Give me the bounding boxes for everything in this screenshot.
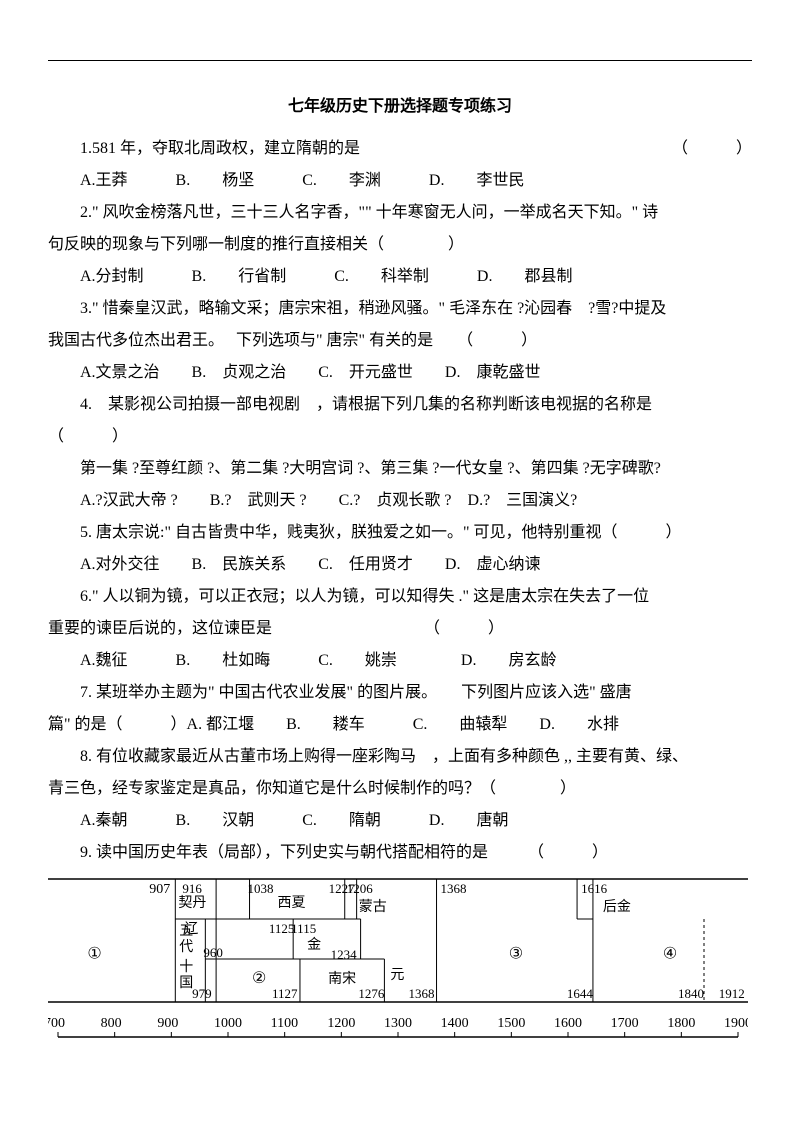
svg-text:800: 800 [101, 1016, 122, 1031]
svg-text:1368: 1368 [409, 986, 435, 1001]
svg-text:1206: 1206 [347, 881, 374, 896]
svg-text:1000: 1000 [214, 1016, 242, 1031]
svg-text:元: 元 [390, 968, 404, 983]
svg-text:③: ③ [509, 946, 523, 963]
question-1: 1.581 年，夺取北周政权，建立隋朝的是 （ ） [48, 133, 752, 165]
question-4-line2: （ ） [48, 421, 752, 453]
question-4-line3: 第一集 ?至尊红颜 ?、第二集 ?大明宫词 ?、第三集 ?一代女皇 ?、第四集 … [48, 453, 752, 485]
question-6-line2: 重要的谏臣后说的，这位谏臣是 （ ） [48, 613, 752, 645]
svg-text:契丹: 契丹 [178, 895, 206, 911]
svg-text:西夏: 西夏 [278, 895, 306, 911]
q4-options: A.?汉武大帝 ? B.? 武则天 ? C.? 贞观长歌 ? D.? 三国演义? [48, 485, 752, 517]
svg-text:1840: 1840 [678, 986, 704, 1001]
svg-text:907: 907 [149, 882, 170, 897]
svg-text:1038: 1038 [248, 881, 274, 896]
q3-options: A.文景之治 B. 贞观之治 C. 开元盛世 D. 康乾盛世 [48, 357, 752, 389]
svg-text:蒙古: 蒙古 [359, 899, 387, 915]
svg-text:五: 五 [179, 924, 193, 939]
question-2-line2: 句反映的现象与下列哪一制度的推行直接相关（ ） [48, 229, 752, 261]
question-5: 5. 唐太宗说:" 自古皆贵中华，贱夷狄，朕独爱之如一。" 可见，他特别重视（ … [48, 517, 752, 549]
svg-text:南宋: 南宋 [328, 971, 356, 987]
svg-text:金: 金 [307, 937, 321, 953]
top-rule [48, 60, 752, 61]
q6-options: A.魏征 B. 杜如晦 C. 姚崇 D. 房玄龄 [48, 645, 752, 677]
svg-text:1600: 1600 [554, 1016, 582, 1031]
svg-text:1500: 1500 [497, 1016, 525, 1031]
q1-paren: （ ） [640, 133, 752, 165]
question-3-line2: 我国古代多位杰出君王。 下列选项与" 唐宗" 有关的是 （ ） [48, 325, 752, 357]
question-7-line2: 篇" 的是（ ）A. 都江堰 B. 耧车 C. 曲辕犁 D. 水排 [48, 709, 752, 741]
svg-text:1100: 1100 [271, 1016, 298, 1031]
svg-text:1115: 1115 [291, 921, 316, 936]
svg-text:②: ② [252, 970, 266, 987]
svg-text:1234: 1234 [331, 947, 358, 962]
q1-text: 1.581 年，夺取北周政权，建立隋朝的是 [80, 140, 360, 157]
timeline-diagram: 618907①916契丹辽11251038西夏12271115金1234五代十国… [48, 877, 748, 1052]
svg-text:900: 900 [157, 1016, 178, 1031]
question-3-line1: 3." 惜秦皇汉武，略输文采；唐宗宋祖，稍逊风骚。" 毛泽东在 ?沁园春 ?雪?… [48, 293, 752, 325]
svg-text:960: 960 [203, 945, 223, 960]
svg-text:十: 十 [179, 959, 193, 975]
svg-text:代: 代 [179, 939, 193, 955]
svg-text:1644: 1644 [567, 986, 594, 1001]
svg-text:后金: 后金 [603, 899, 631, 915]
svg-text:1900: 1900 [724, 1016, 748, 1031]
svg-text:1400: 1400 [441, 1016, 469, 1031]
svg-text:1368: 1368 [441, 881, 467, 896]
svg-text:①: ① [87, 946, 101, 963]
q1-options: A.王莽 B. 杨坚 C. 李渊 D. 李世民 [48, 165, 752, 197]
svg-text:1700: 1700 [611, 1016, 639, 1031]
svg-text:979: 979 [192, 986, 212, 1001]
svg-text:1616: 1616 [581, 881, 608, 896]
question-2-line1: 2." 风吹金榜落凡世，三十三人名字香，"" 十年寒窗无人问，一举成名天下知。"… [48, 197, 752, 229]
svg-text:1300: 1300 [384, 1016, 412, 1031]
question-6-line1: 6." 人以铜为镜，可以正衣冠；以人为镜，可以知得失 ." 这是唐太宗在失去了一… [48, 581, 752, 613]
svg-text:1276: 1276 [358, 986, 385, 1001]
q8-options: A.秦朝 B. 汉朝 C. 隋朝 D. 唐朝 [48, 805, 752, 837]
page-title: 七年级历史下册选择题专项练习 [48, 91, 752, 123]
q5-options: A.对外交往 B. 民族关系 C. 任用贤才 D. 虚心纳谏 [48, 549, 752, 581]
q2-options: A.分封制 B. 行省制 C. 科举制 D. 郡县制 [48, 261, 752, 293]
question-4-line1: 4. 某影视公司拍摄一部电视剧 ，请根据下列几集的名称判断该电视据的名称是 [48, 389, 752, 421]
svg-text:916: 916 [182, 881, 202, 896]
svg-text:1200: 1200 [327, 1016, 355, 1031]
svg-text:1127: 1127 [272, 986, 298, 1001]
svg-text:1800: 1800 [667, 1016, 695, 1031]
question-8-line1: 8. 有位收藏家最近从古董市场上购得一座彩陶马 ，上面有多种颜色 ,, 主要有黄… [48, 741, 752, 773]
svg-text:700: 700 [48, 1016, 65, 1031]
question-9: 9. 读中国历史年表（局部），下列史实与朝代搭配相符的是 （ ） [48, 837, 752, 869]
question-8-line2: 青三色，经专家鉴定是真品，你知道它是什么时候制作的吗？（ ） [48, 773, 752, 805]
question-7-line1: 7. 某班举办主题为" 中国古代农业发展" 的图片展。 下列图片应该入选" 盛唐 [48, 677, 752, 709]
svg-text:1912: 1912 [719, 986, 745, 1001]
svg-text:④: ④ [663, 946, 677, 963]
